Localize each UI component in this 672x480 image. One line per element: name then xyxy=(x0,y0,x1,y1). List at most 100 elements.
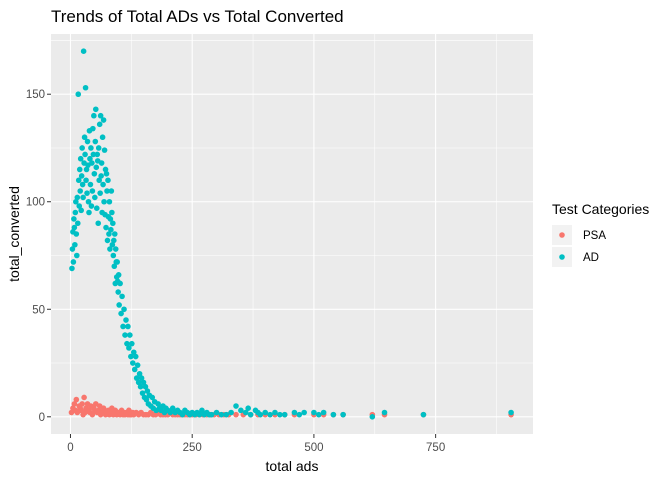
data-point-ad xyxy=(132,353,139,360)
data-point-ad xyxy=(112,246,119,252)
y-tick-label: 150 xyxy=(26,89,45,101)
x-tick-label: 0 xyxy=(67,442,73,454)
data-points xyxy=(68,48,514,420)
data-point-ad xyxy=(73,231,80,237)
data-point-ad xyxy=(238,407,244,414)
data-point-ad xyxy=(129,340,135,347)
data-point-ad xyxy=(130,349,137,356)
y-tick-label: 100 xyxy=(26,197,45,209)
data-point-ad xyxy=(103,224,109,231)
data-point-ad xyxy=(155,401,161,407)
legend-label-psa: PSA xyxy=(583,230,606,242)
data-point-ad xyxy=(127,332,133,338)
data-point-ad xyxy=(71,216,77,222)
data-point-ad xyxy=(242,409,249,416)
data-point-ad xyxy=(93,205,100,211)
data-point-ad xyxy=(301,409,307,416)
x-tick-label: 500 xyxy=(304,442,323,454)
data-point-ad xyxy=(272,409,278,416)
data-point-ad xyxy=(95,220,102,227)
data-point-ad xyxy=(89,160,95,166)
data-point-ad xyxy=(92,106,99,113)
data-point-ad xyxy=(92,194,98,201)
data-point-ad xyxy=(72,241,78,248)
data-point-psa xyxy=(81,394,87,401)
data-point-ad xyxy=(277,411,283,418)
data-point-ad xyxy=(74,252,80,259)
data-point-ad xyxy=(70,259,77,265)
data-point-ad xyxy=(96,177,102,184)
data-point-ad xyxy=(117,280,123,287)
data-point-ad xyxy=(140,379,147,386)
data-point-ad xyxy=(122,332,128,338)
data-point-ad xyxy=(106,231,112,237)
data-point-ad xyxy=(110,252,117,259)
data-point-ad xyxy=(76,166,83,173)
data-point-ad xyxy=(82,84,89,91)
data-point-ad xyxy=(107,216,114,222)
data-point-ad xyxy=(101,147,108,153)
data-point-ad xyxy=(340,411,346,418)
data-point-ad xyxy=(74,194,81,201)
data-point-ad xyxy=(111,231,118,237)
data-point-ad xyxy=(247,411,254,418)
data-point-ad xyxy=(72,209,79,216)
data-point-ad xyxy=(131,366,138,373)
data-point-ad xyxy=(100,181,106,188)
grid xyxy=(51,34,533,434)
data-point-ad xyxy=(93,164,100,171)
data-point-ad xyxy=(79,181,86,188)
data-point-ad xyxy=(116,302,122,308)
data-point-ad xyxy=(118,310,124,317)
data-point-ad xyxy=(84,138,91,145)
data-point-ad xyxy=(291,409,298,416)
data-point-ad xyxy=(80,48,87,54)
data-point-ad xyxy=(315,411,322,418)
data-point-ad xyxy=(138,375,145,381)
data-point-ad xyxy=(95,145,102,151)
data-point-ad xyxy=(136,370,143,377)
data-point-ad xyxy=(110,220,116,227)
data-point-ad xyxy=(99,134,106,141)
data-point-ad xyxy=(69,246,76,252)
data-point-ad xyxy=(75,177,82,184)
data-point-ad xyxy=(97,190,103,196)
data-point-ad xyxy=(144,388,151,394)
data-point-psa xyxy=(233,411,239,418)
data-point-ad xyxy=(76,203,83,209)
data-point-ad xyxy=(90,125,96,132)
data-point-psa xyxy=(89,411,96,418)
data-point-ad xyxy=(90,151,97,158)
data-point-ad xyxy=(330,411,337,418)
data-point-ad xyxy=(82,151,88,158)
data-point-ad xyxy=(92,138,99,145)
data-point-ad xyxy=(97,112,104,119)
data-point-ad xyxy=(369,414,376,420)
data-point-ad xyxy=(281,411,288,418)
y-axis-title: total_converted xyxy=(6,186,22,282)
data-point-ad xyxy=(508,409,514,416)
data-point-ad xyxy=(196,411,203,418)
x-axis-title: total ads xyxy=(266,458,319,474)
data-point-psa xyxy=(79,401,85,407)
x-tick-label: 750 xyxy=(426,442,445,454)
data-point-ad xyxy=(111,237,117,244)
data-point-ad xyxy=(233,403,239,409)
data-point-ad xyxy=(80,194,86,201)
legend-key-psa xyxy=(559,232,565,238)
data-point-ad xyxy=(81,134,88,141)
data-point-ad xyxy=(109,209,115,216)
data-point-ad xyxy=(169,405,176,411)
data-point-ad xyxy=(106,198,113,205)
data-point-ad xyxy=(267,411,273,418)
data-point-ad xyxy=(91,112,97,119)
data-point-ad xyxy=(87,155,93,162)
legend: Test Categories PSA AD xyxy=(552,201,649,267)
x-tick-label: 250 xyxy=(183,442,202,454)
chart-title: Trends of Total ADs vs Total Converted xyxy=(51,7,344,26)
data-point-ad xyxy=(94,151,101,158)
data-point-ad xyxy=(108,226,114,233)
series-ad xyxy=(69,48,514,420)
data-point-ad xyxy=(133,375,140,381)
